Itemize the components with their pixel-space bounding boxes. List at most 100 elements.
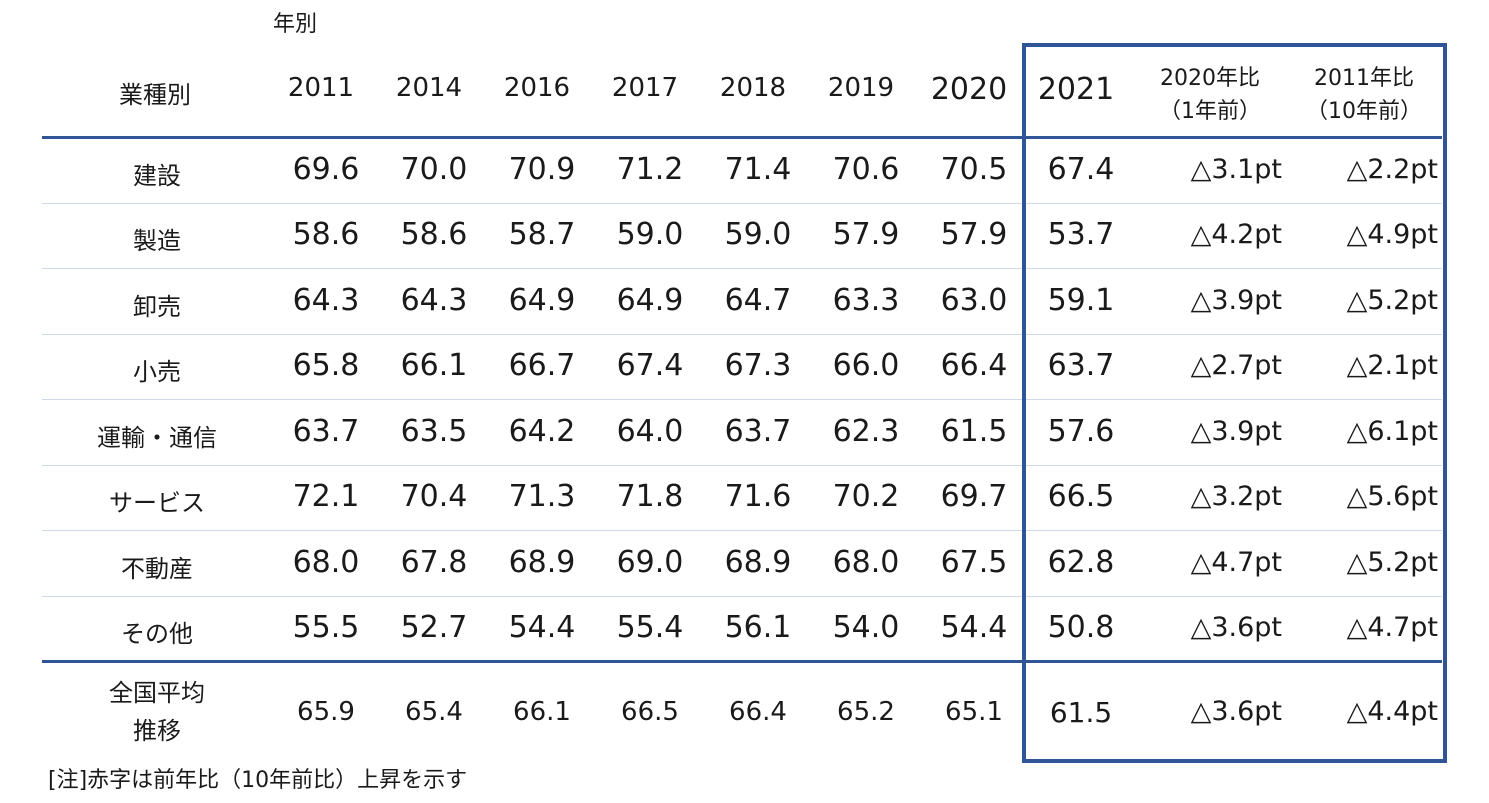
compare-header-10y: 2011年比 （10年前） (1289, 62, 1439, 128)
table-cell: 68.0 (832, 545, 900, 580)
table-cell: 58.7 (508, 217, 576, 252)
table-cell: 54.4 (940, 610, 1008, 645)
table-cell: 64.7 (724, 283, 792, 318)
average-label: 全国平均 推移 (42, 674, 272, 750)
table-cell: 64.0 (616, 414, 684, 449)
table-cell: 70.6 (832, 152, 900, 187)
table-cell: 67.4 (1047, 152, 1115, 187)
table-cell: 63.7 (292, 414, 360, 449)
average-cell: 65.4 (405, 697, 463, 727)
table-cell: 67.5 (940, 545, 1008, 580)
table-cell: 63.7 (1047, 348, 1115, 383)
year-header-2011: 2011 (287, 73, 355, 103)
table-cell: 53.7 (1047, 217, 1115, 252)
table-cell: 59.0 (724, 217, 792, 252)
table-cell: 62.3 (832, 414, 900, 449)
compare-1y-cell: △3.1pt (1190, 154, 1282, 185)
row-divider (42, 399, 1442, 400)
row-category-label: 運輸・通信 (97, 424, 217, 452)
compare-1y-cell: △2.7pt (1190, 350, 1282, 381)
highlight-frame (1022, 43, 1447, 763)
header-category-label: 業種別 (119, 81, 191, 109)
average-cell: 61.5 (1049, 696, 1113, 729)
row-category-label: サービス (109, 489, 205, 517)
compare-header-1y-line1: 2020年比 (1160, 66, 1260, 91)
table-cell: 52.7 (400, 610, 468, 645)
table-cell: 64.3 (400, 283, 468, 318)
average-cell: 65.1 (945, 697, 1003, 727)
year-header-2017: 2017 (611, 73, 679, 103)
header-divider (42, 136, 1442, 139)
table-cell: 57.9 (832, 217, 900, 252)
compare-10y-cell: △5.6pt (1346, 481, 1438, 512)
table-cell: 70.9 (508, 152, 576, 187)
top-label: 年別 (273, 12, 318, 37)
year-header-2014: 2014 (395, 73, 463, 103)
average-cell: 66.5 (621, 697, 679, 727)
average-compare-1y: △3.6pt (1190, 696, 1282, 727)
table-cell: 68.0 (292, 545, 360, 580)
table-cell: 69.0 (616, 545, 684, 580)
table-cell: 71.8 (616, 479, 684, 514)
table-cell: 61.5 (940, 414, 1008, 449)
table-cell: 67.8 (400, 545, 468, 580)
average-cell: 66.1 (513, 697, 571, 727)
year-header-2019: 2019 (827, 73, 895, 103)
compare-1y-cell: △4.7pt (1190, 547, 1282, 578)
table-cell: 59.1 (1047, 283, 1115, 318)
table-cell: 64.9 (616, 283, 684, 318)
average-cell: 65.2 (837, 697, 895, 727)
table-cell: 71.2 (616, 152, 684, 187)
table-cell: 72.1 (292, 479, 360, 514)
compare-header-10y-line1: 2011年比 (1314, 66, 1414, 91)
table-cell: 50.8 (1047, 610, 1115, 645)
table-cell: 55.4 (616, 610, 684, 645)
row-category-label: 製造 (133, 227, 181, 255)
table-cell: 70.5 (940, 152, 1008, 187)
row-category-label: 小売 (133, 358, 181, 386)
compare-1y-cell: △3.6pt (1190, 612, 1282, 643)
year-header-2018: 2018 (719, 73, 787, 103)
year-header-2016: 2016 (503, 73, 571, 103)
compare-10y-cell: △2.1pt (1346, 350, 1438, 381)
row-divider (42, 203, 1442, 204)
table-cell: 66.5 (1047, 479, 1115, 514)
table-cell: 56.1 (724, 610, 792, 645)
compare-10y-cell: △6.1pt (1346, 416, 1438, 447)
table-cell: 63.5 (400, 414, 468, 449)
table-cell: 64.9 (508, 283, 576, 318)
table-cell: 68.9 (508, 545, 576, 580)
table-cell: 58.6 (400, 217, 468, 252)
compare-header-10y-line2: （10年前） (1306, 99, 1422, 124)
compare-10y-cell: △4.9pt (1346, 219, 1438, 250)
compare-1y-cell: △4.2pt (1190, 219, 1282, 250)
average-cell: 65.9 (297, 697, 355, 727)
table-cell: 71.3 (508, 479, 576, 514)
table-cell: 57.9 (940, 217, 1008, 252)
table-cell: 67.3 (724, 348, 792, 383)
table-cell: 55.5 (292, 610, 360, 645)
table-cell: 65.8 (292, 348, 360, 383)
table-cell: 70.2 (832, 479, 900, 514)
average-compare-10y: △4.4pt (1346, 696, 1438, 727)
average-divider (42, 660, 1442, 663)
table-cell: 54.0 (832, 610, 900, 645)
compare-10y-cell: △2.2pt (1346, 154, 1438, 185)
table-cell: 69.6 (292, 152, 360, 187)
table-cell: 63.0 (940, 283, 1008, 318)
row-divider (42, 596, 1442, 597)
table-cell: 69.7 (940, 479, 1008, 514)
row-category-label: その他 (121, 620, 193, 648)
average-label-line1: 全国平均 (109, 679, 205, 707)
average-cell: 66.4 (729, 697, 787, 727)
table-cell: 66.7 (508, 348, 576, 383)
row-divider (42, 530, 1442, 531)
row-divider (42, 334, 1442, 335)
table-cell: 57.6 (1047, 414, 1115, 449)
row-category-label: 卸売 (133, 293, 181, 321)
table-cell: 66.1 (400, 348, 468, 383)
table-cell: 70.0 (400, 152, 468, 187)
compare-10y-cell: △4.7pt (1346, 612, 1438, 643)
compare-1y-cell: △3.2pt (1190, 481, 1282, 512)
table-cell: 66.0 (832, 348, 900, 383)
